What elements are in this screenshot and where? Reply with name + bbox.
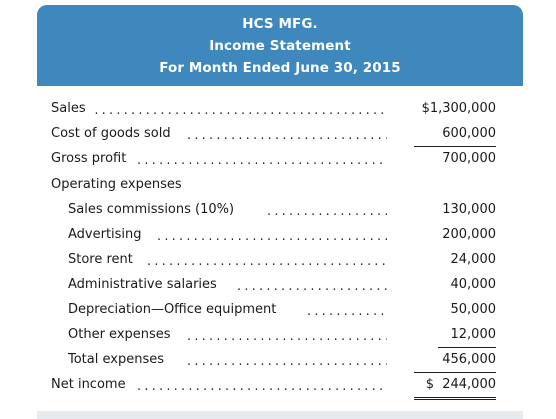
row-amount: 600,000 (442, 126, 496, 141)
total-rule (414, 372, 496, 373)
row-amount: 456,000 (442, 352, 496, 367)
dot-leader: ........................................… (87, 105, 387, 117)
row-amount: 40,000 (450, 277, 497, 292)
row-label: Net income (51, 373, 130, 397)
row-label: Cost of goods sold (51, 122, 175, 146)
row-amount: 200,000 (442, 227, 496, 242)
row-label: Depreciation—Office equipment (68, 298, 281, 322)
double-rule-top (414, 397, 496, 398)
row-other-expenses: ........................................… (37, 323, 523, 347)
row-amount: 24,000 (450, 252, 497, 267)
row-amount: 700,000 (442, 151, 496, 166)
row-depreciation: ........................................… (37, 298, 523, 322)
dot-leader: ........................................… (137, 381, 387, 393)
dot-leader: ........................................… (157, 231, 387, 243)
row-advertising: ........................................… (37, 223, 523, 247)
subtotal-rule (414, 146, 496, 147)
dot-leader: ........................................… (267, 206, 387, 218)
dot-leader: ........................................… (307, 306, 387, 318)
row-label: Sales commissions (10%) (68, 198, 239, 222)
row-store-rent: ........................................… (37, 248, 523, 272)
row-amount: 50,000 (450, 302, 497, 317)
row-net-income: ........................................… (37, 373, 523, 397)
row-label: Sales (51, 97, 90, 121)
statement-period: For Month Ended June 30, 2015 (159, 60, 401, 76)
income-statement-panel: HCS MFG. Income Statement For Month Ende… (37, 5, 523, 419)
row-amount: 130,000 (442, 202, 496, 217)
row-amount: $1,300,000 (421, 101, 496, 116)
subtotal-rule (438, 347, 496, 348)
double-rule-bottom (414, 399, 496, 400)
row-label: Gross profit (51, 147, 131, 171)
row-label: Advertising (68, 223, 146, 247)
dot-leader: ........................................… (187, 356, 387, 368)
dot-leader: ........................................… (137, 155, 387, 167)
row-cost-of-goods-sold: ........................................… (37, 122, 523, 146)
dot-leader: ........................................… (187, 331, 387, 343)
row-operating-expenses: Operating expenses (37, 173, 523, 197)
statement-title: Income Statement (209, 38, 351, 54)
panel-bottom-strip (37, 411, 523, 419)
statement-body: ........................................… (37, 86, 523, 411)
statement-header: HCS MFG. Income Statement For Month Ende… (37, 5, 523, 86)
row-sales: ........................................… (37, 97, 523, 121)
row-administrative-salaries: ........................................… (37, 273, 523, 297)
row-total-expenses: ........................................… (37, 348, 523, 372)
company-name: HCS MFG. (242, 16, 318, 32)
row-label: Other expenses (68, 323, 175, 347)
row-amount: $ 244,000 (425, 377, 496, 392)
dot-leader: ........................................… (187, 130, 387, 142)
dot-leader: ........................................… (147, 256, 387, 268)
row-label: Operating expenses (51, 173, 186, 197)
row-amount: 12,000 (450, 327, 497, 342)
row-gross-profit: ........................................… (37, 147, 523, 171)
row-label: Total expenses (68, 348, 168, 372)
row-label: Administrative salaries (68, 273, 221, 297)
row-sales-commissions: ........................................… (37, 198, 523, 222)
dot-leader: ........................................… (237, 281, 387, 293)
row-label: Store rent (68, 248, 137, 272)
